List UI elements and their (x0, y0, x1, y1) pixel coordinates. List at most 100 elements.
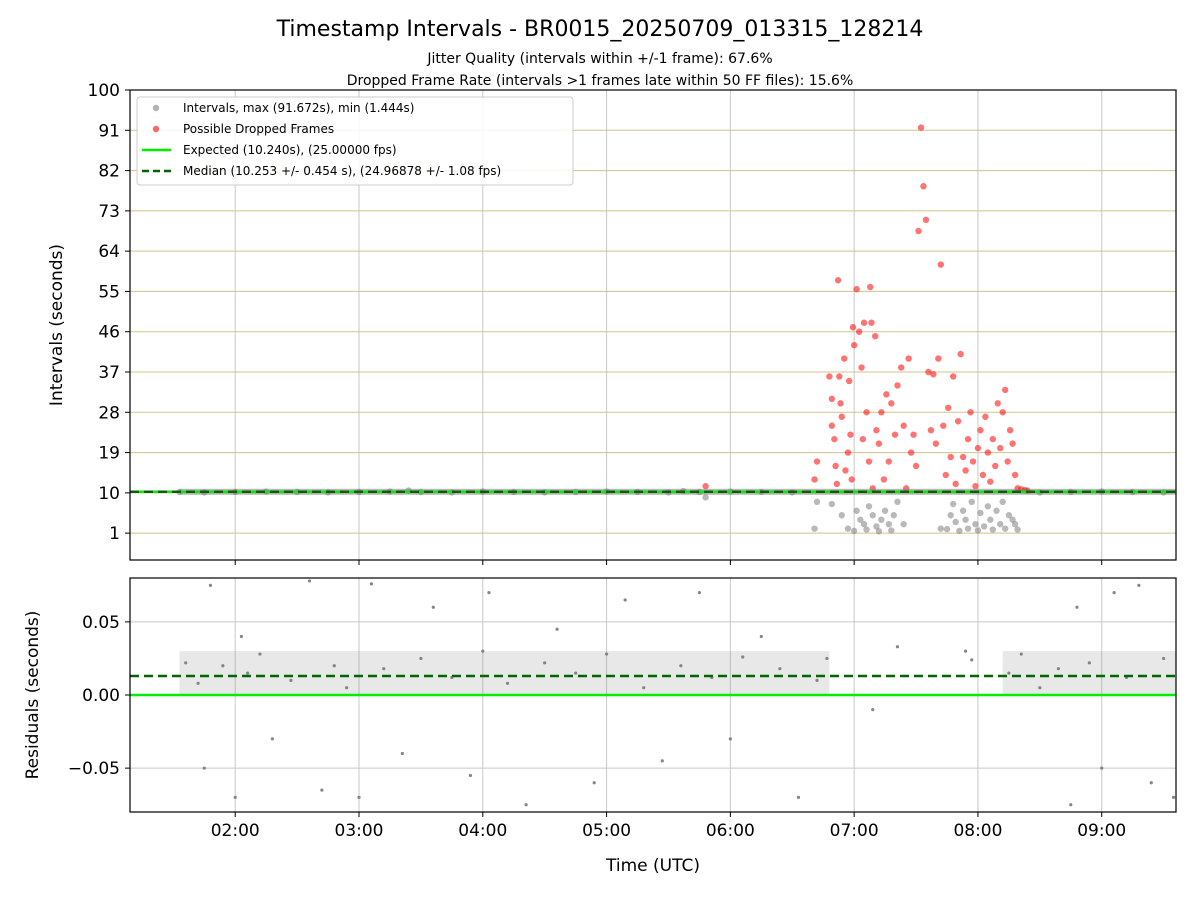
residual-point (759, 634, 763, 639)
interval-point (964, 525, 972, 532)
dropped-frame-point (883, 391, 890, 398)
residual-point (871, 708, 875, 712)
dropped-frame-point (915, 227, 922, 235)
y-tick-label: 73 (98, 202, 120, 222)
dropped-frame-point (974, 444, 982, 452)
legend-label: Intervals, max (91.672s), min (1.444s) (183, 101, 414, 115)
residual-point (679, 664, 683, 668)
interval-point (972, 520, 979, 528)
interval-point (853, 507, 860, 514)
dropped-frame-point (932, 440, 940, 447)
axes-frame (129, 89, 1177, 561)
dropped-frame-point (847, 431, 854, 438)
dropped-frame-point (900, 422, 907, 429)
dropped-frame-point (858, 364, 865, 371)
dropped-frame-point (868, 319, 875, 326)
dropped-frame-point (959, 453, 967, 461)
residual-point (895, 645, 900, 649)
x-tick-label: 06:00 (706, 821, 755, 841)
interval-point (878, 516, 885, 523)
dropped-frame-point (935, 355, 942, 362)
dropped-frame-point (813, 458, 821, 465)
residual-point (505, 681, 510, 685)
dropped-frame-point (999, 409, 1006, 416)
residual-point (184, 661, 188, 665)
dropped-frame-point (846, 377, 853, 385)
residual-point (1100, 766, 1104, 770)
dropped-frame-point (910, 431, 917, 438)
interval-point (974, 527, 982, 534)
interval-point (811, 525, 818, 532)
dropped-frame-point (1004, 458, 1011, 465)
dropped-frame-point (925, 368, 932, 376)
y-tick-label: 91 (98, 121, 120, 141)
residual-point (431, 605, 435, 609)
dropped-frame-point (1001, 386, 1009, 394)
interval-point (890, 512, 897, 519)
dropped-frame-point (969, 458, 977, 465)
residual-point (1162, 656, 1166, 661)
interval-point (997, 520, 1004, 528)
dropped-frame-point (949, 373, 957, 380)
residual-point (1149, 781, 1153, 785)
dropped-frame-point (997, 444, 1004, 452)
dropped-frame-point (1009, 440, 1016, 447)
y-tick-label: 28 (98, 403, 120, 423)
residual-point (1007, 671, 1011, 675)
interval-point (828, 500, 836, 508)
interval-point (838, 512, 845, 519)
interval-point (850, 527, 858, 535)
dropped-frame-point (838, 413, 845, 420)
residual-point (825, 656, 829, 661)
chart-subtitle-dropped: Dropped Frame Rate (intervals >1 frames … (347, 73, 854, 89)
plot-area (130, 579, 1176, 807)
residual-point (1069, 803, 1073, 807)
legend-label: Possible Dropped Frames (183, 122, 334, 136)
interval-point (956, 527, 963, 535)
residual-point (1056, 667, 1061, 671)
dropped-frame-point (860, 319, 868, 326)
residual-point (1112, 591, 1116, 595)
residual-point (307, 579, 312, 583)
dropped-frame-point (942, 471, 949, 479)
dropped-frame-point (828, 422, 836, 429)
dropped-frame-point (873, 426, 880, 434)
dropped-frame-point (888, 400, 895, 407)
residual-band-early (179, 651, 830, 695)
interval-point (1001, 525, 1009, 532)
dropped-frame-point (984, 449, 992, 456)
dropped-frame-point (937, 261, 945, 268)
interval-point (894, 498, 901, 506)
dropped-frame-point (964, 435, 972, 443)
residual-point (963, 649, 968, 653)
dropped-frame-point (930, 371, 937, 378)
dropped-frame-point (905, 355, 912, 362)
interval-point (702, 494, 709, 501)
interval-point (900, 520, 907, 528)
residual-point (481, 649, 485, 653)
dropped-frame-point (848, 476, 855, 483)
interval-point (844, 525, 852, 532)
dropped-frame-point (894, 382, 901, 389)
dropped-frame-point (885, 458, 893, 465)
residual-point (778, 667, 782, 671)
dropped-frame-point (922, 216, 930, 224)
y-tick-label: 82 (98, 162, 120, 182)
dropped-frame-point (957, 350, 964, 358)
interval-point (937, 525, 945, 532)
residuals-panel: 02:00 03:00 04:00 05:00 06:00 07:00 08:00 09:00… (68, 577, 1177, 841)
x-tick-label: 08:00 (953, 821, 1002, 841)
residual-point (345, 686, 349, 690)
residual-point (400, 751, 404, 756)
interval-point (943, 525, 951, 533)
dropped-frame-point (1011, 471, 1019, 479)
residual-point (289, 678, 293, 682)
dropped-frame-point (907, 449, 915, 456)
dropped-frame-point (920, 183, 927, 190)
legend-marker (152, 104, 160, 112)
y-tick-label: 0.00 (82, 686, 120, 706)
x-tick-label: 05:00 (582, 821, 631, 841)
interval-point (869, 512, 876, 519)
residual-point (332, 664, 336, 668)
